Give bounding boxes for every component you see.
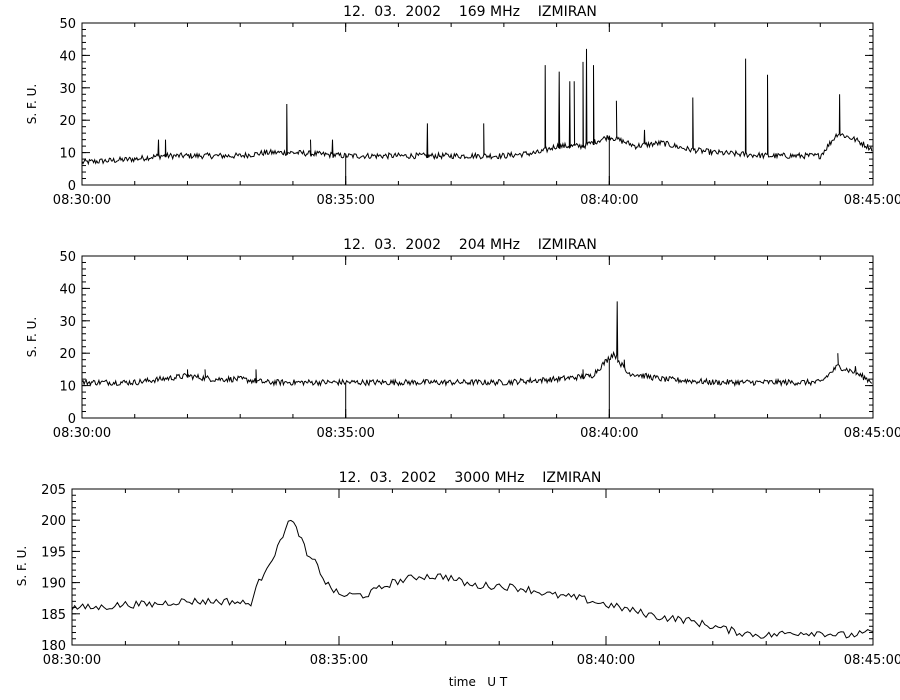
x-tick-label: 08:40:00 xyxy=(577,653,635,668)
y-tick-label: 10 xyxy=(59,147,76,162)
y-tick-label: 10 xyxy=(59,380,76,395)
y-tick-label: 50 xyxy=(59,250,76,265)
y-tick-label: 185 xyxy=(41,608,66,623)
y-tick-label: 40 xyxy=(59,49,76,64)
y-axis-label: S. F. U. xyxy=(25,317,39,357)
panel-3000mhz: 12. 03. 2002 3000 MHz IZMIRAN S. F. U. 1… xyxy=(15,470,900,689)
panel-title: 12. 03. 2002 169 MHz IZMIRAN xyxy=(343,4,597,20)
y-tick-label: 0 xyxy=(68,179,76,194)
y-tick-label: 0 xyxy=(68,412,76,427)
panel-169mhz: 12. 03. 2002 169 MHz IZMIRAN S. F. U. 0 1… xyxy=(25,4,900,208)
y-tick-label: 50 xyxy=(59,17,76,32)
y-tick-label: 30 xyxy=(59,82,76,97)
y-axis-label: S. F. U. xyxy=(15,546,29,586)
x-tick-label: 08:35:00 xyxy=(316,426,374,441)
y-axis-label: S. F. U. xyxy=(25,84,39,124)
x-tick-label: 08:45:00 xyxy=(844,653,900,668)
panel-204mhz: 12. 03. 2002 204 MHz IZMIRAN S. F. U. 0 1… xyxy=(25,237,900,441)
x-tick-label: 08:40:00 xyxy=(580,426,638,441)
x-tick-label: 08:35:00 xyxy=(316,193,374,208)
y-tick-label: 30 xyxy=(59,315,76,330)
series-line xyxy=(81,301,873,418)
y-tick-label: 195 xyxy=(41,545,66,560)
x-tick-label: 08:45:00 xyxy=(844,426,900,441)
x-axis-label: time U T xyxy=(449,675,508,689)
x-tick-label: 08:40:00 xyxy=(580,193,638,208)
plot-area: 0 10 20 30 40 50 08:30:00 08:35:00 08:40:00 08:45… xyxy=(53,250,900,441)
x-tick-label: 08:35:00 xyxy=(310,653,368,668)
y-tick-label: 20 xyxy=(59,347,76,362)
y-tick-label: 20 xyxy=(59,114,76,129)
y-tick-label: 40 xyxy=(59,282,76,297)
x-tick-label: 08:30:00 xyxy=(43,653,101,668)
y-tick-label: 205 xyxy=(41,483,66,498)
y-tick-label: 180 xyxy=(41,639,66,654)
plot-frame xyxy=(81,22,874,186)
series-line xyxy=(71,519,874,639)
y-tick-label: 200 xyxy=(41,514,66,529)
panel-title: 12. 03. 2002 204 MHz IZMIRAN xyxy=(343,237,597,253)
x-tick-label: 08:45:00 xyxy=(844,193,900,208)
series-line xyxy=(81,48,873,185)
plot-area: 0 10 20 30 40 50 08:30:00 08:35:00 08:40:00 08:45… xyxy=(53,17,900,208)
plot-frame xyxy=(81,255,874,419)
x-tick-label: 08:30:00 xyxy=(53,193,111,208)
panel-title: 12. 03. 2002 3000 MHz IZMIRAN xyxy=(339,470,602,486)
y-tick-label: 190 xyxy=(41,577,66,592)
x-tick-label: 08:30:00 xyxy=(53,426,111,441)
plot-frame xyxy=(71,488,874,646)
plot-area: 180 185 190 195 200 205 08:30:00 08:35:00 08:40:… xyxy=(41,483,900,668)
